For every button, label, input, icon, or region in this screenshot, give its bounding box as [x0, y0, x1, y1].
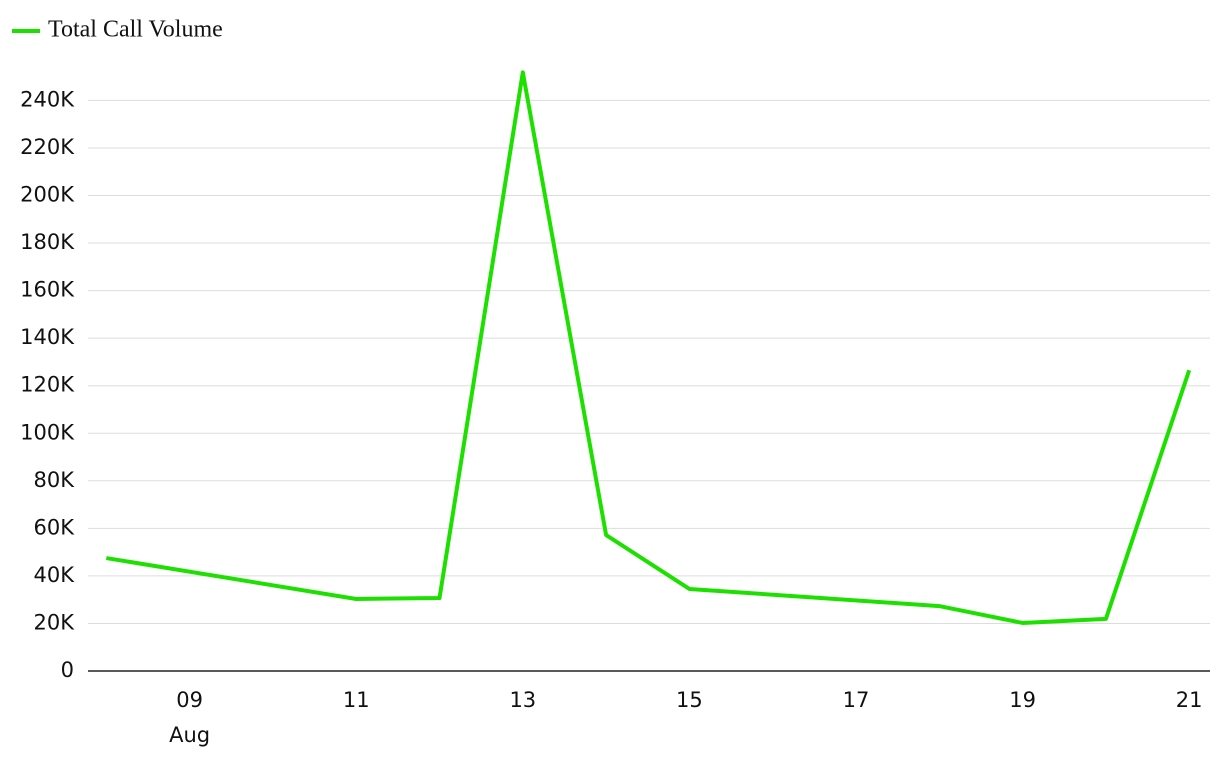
- y-tick-label: 80K: [34, 468, 76, 492]
- y-tick-label: 120K: [20, 373, 75, 397]
- x-month-label: Aug: [169, 723, 210, 747]
- y-tick-label: 180K: [20, 230, 75, 254]
- y-tick-label: 100K: [20, 420, 75, 444]
- x-tick-label: 19: [1009, 688, 1036, 712]
- y-tick-label: 160K: [20, 278, 75, 302]
- y-tick-label: 0: [61, 658, 74, 682]
- x-tick-label: 13: [509, 688, 536, 712]
- x-tick-label: 11: [343, 688, 370, 712]
- x-tick-label: 09: [176, 688, 203, 712]
- y-tick-label: 220K: [20, 135, 75, 159]
- y-tick-label: 40K: [34, 563, 76, 587]
- y-tick-label: 240K: [20, 87, 75, 111]
- y-tick-label: 200K: [20, 183, 75, 207]
- x-tick-label: 15: [676, 688, 703, 712]
- x-tick-label: 21: [1176, 688, 1203, 712]
- y-tick-label: 20K: [34, 610, 76, 634]
- y-tick-label: 140K: [20, 325, 75, 349]
- series-line: [106, 70, 1192, 625]
- legend-label: Total Call Volume: [48, 17, 223, 43]
- x-tick-label: 17: [843, 688, 870, 712]
- y-tick-label: 60K: [34, 515, 76, 539]
